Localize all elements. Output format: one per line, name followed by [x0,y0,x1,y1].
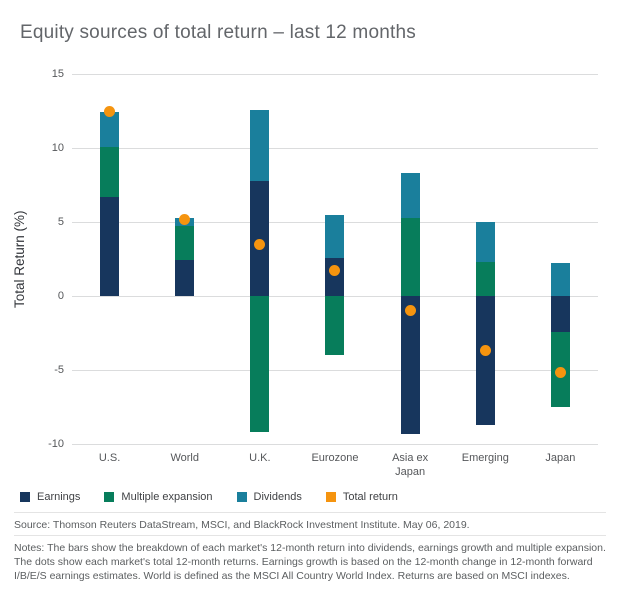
bar-segment-earnings [400,296,420,434]
legend-label: Earnings [37,491,81,503]
legend-item-earnings: Earnings [20,491,80,503]
total-return-dot [404,305,416,317]
y-tick-label: 0 [57,290,64,302]
bar-segment-dividends [325,214,345,258]
x-category-label: Asia ex Japan [392,452,429,478]
legend-swatch-earnings [20,492,30,502]
bar-segment-earnings [175,260,195,296]
bar-segment-dividends [475,222,495,262]
plot-area [72,74,598,445]
bar-segment-earnings [325,257,345,296]
gridline [72,444,598,445]
bar-segment-earnings [550,296,570,332]
x-category-label: Eurozone [311,452,359,464]
total-return-dot [554,367,566,379]
total-return-dot [479,345,491,357]
gridline [72,148,598,149]
bar-column-eurozone [297,74,372,444]
x-category-label: U.S. [98,452,121,464]
bar-segment-dividends [250,109,270,181]
legend-label: Dividends [253,491,302,503]
legend-swatch-dividends [236,492,247,502]
bar-column-japan [523,74,598,444]
y-tick-label: -10 [48,438,64,450]
x-category-label: World [170,452,199,464]
legend-swatch-total-return [325,492,336,502]
y-tick-label: 5 [57,216,64,228]
y-tick-label: -5 [54,364,64,376]
legend-label: Multiple expansion [121,491,213,503]
bar-segment-dividends [550,263,570,296]
x-category-label: Japan [545,452,576,464]
y-tick-label: 10 [51,142,64,154]
bar-column-u-k [222,74,297,444]
gridline [72,370,598,371]
chart-title: Equity sources of total return – last 12… [20,22,416,43]
x-category-label: Emerging [461,452,509,464]
bar-segment-multiple-expansion [475,261,495,296]
bar-segment-dividends [100,112,120,147]
x-category-label: U.K. [249,452,271,464]
bar-column-world [147,74,222,444]
bar-segment-multiple-expansion [325,296,345,356]
bar-column-asia-ex-japan [373,74,448,444]
notes-text: Notes: The bars show the breakdown of ea… [14,535,606,584]
total-return-dot [254,238,266,250]
legend-item-multiple-expansion: Multiple expansion [104,491,213,503]
total-return-dot [179,213,191,225]
bar-segment-multiple-expansion [175,226,195,261]
bar-segment-earnings [250,180,270,296]
bar-segment-multiple-expansion [100,146,120,197]
legend-swatch-multiple-expansion [104,492,115,502]
bar-segment-dividends [400,173,420,218]
y-axis-title: Total Return (%) [12,210,27,308]
legend: Earnings Multiple expansion Dividends Total… [20,491,398,503]
bar-column-emerging [448,74,523,444]
total-return-dot [329,265,341,277]
x-axis-labels: U.S. World U.K. Eurozone Asia ex Japan Emergi… [72,452,598,480]
bar-segment-multiple-expansion [400,217,420,296]
bar-columns [72,74,598,444]
bar-segment-multiple-expansion [250,296,270,433]
legend-item-total-return: Total return [325,491,398,503]
bar-segment-earnings [100,196,120,296]
gridline [72,74,598,75]
legend-label: Total return [342,491,398,503]
bar-segment-earnings [475,296,495,425]
bar-column-u-s [72,74,147,444]
y-tick-label: 15 [51,68,64,80]
total-return-dot [104,105,116,117]
source-text: Source: Thomson Reuters DataStream, MSCI… [14,512,606,531]
legend-item-dividends: Dividends [236,491,302,503]
